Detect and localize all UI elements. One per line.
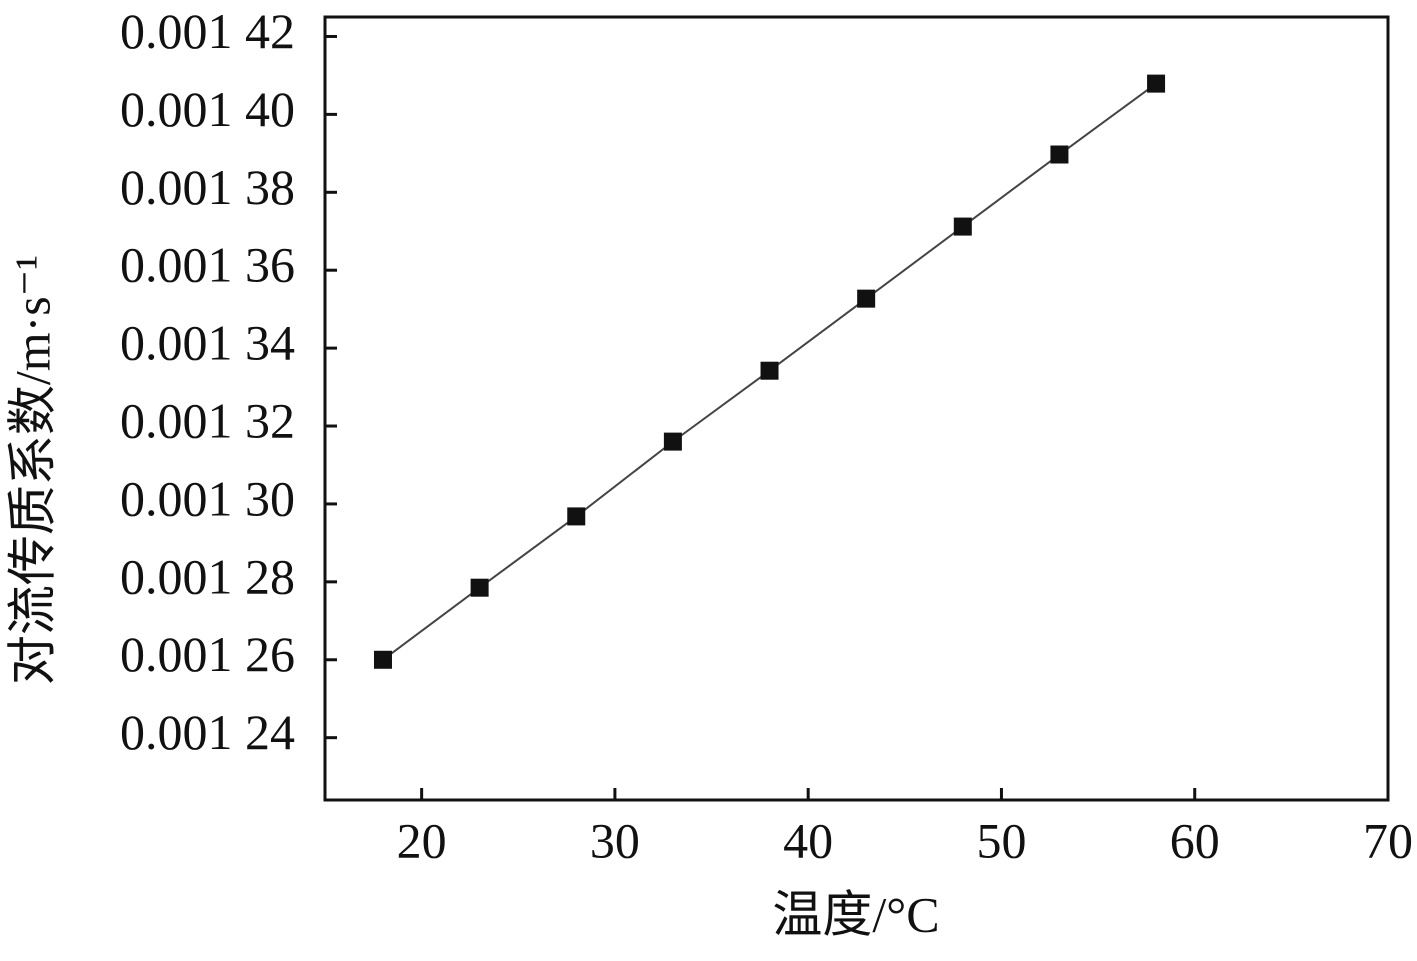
- y-tick-label: 0.001 28: [120, 548, 295, 604]
- data-point: [857, 289, 876, 308]
- y-tick-label: 0.001 26: [120, 626, 295, 682]
- data-point: [1050, 145, 1069, 164]
- y-tick-label: 0.001 36: [120, 237, 295, 293]
- y-tick-label: 0.001 24: [120, 704, 295, 760]
- y-tick-label: 0.001 40: [120, 81, 295, 137]
- data-point: [663, 432, 682, 451]
- x-tick-label: 70: [1363, 812, 1413, 868]
- x-axis-label: 温度/°C: [772, 886, 939, 942]
- y-axis-label: 对流传质系数/m·s⁻¹: [4, 255, 60, 685]
- y-tick-label: 0.001 34: [120, 315, 295, 371]
- data-point: [567, 507, 586, 526]
- y-tick-label: 0.001 30: [120, 470, 295, 526]
- x-tick-label: 50: [976, 812, 1026, 868]
- plot-frame: [323, 15, 1390, 802]
- x-tick-label: 20: [397, 812, 447, 868]
- y-tick-label: 0.001 38: [120, 159, 295, 215]
- x-tick-label: 40: [783, 812, 833, 868]
- data-point: [470, 578, 489, 597]
- x-tick-label: 60: [1170, 812, 1220, 868]
- x-tick-label: 30: [590, 812, 640, 868]
- data-point: [953, 217, 972, 236]
- data-point: [760, 361, 779, 380]
- y-tick-label: 0.001 32: [120, 392, 295, 448]
- y-tick-label: 0.001 42: [120, 3, 295, 59]
- data-point: [1147, 74, 1166, 93]
- data-point: [373, 650, 392, 669]
